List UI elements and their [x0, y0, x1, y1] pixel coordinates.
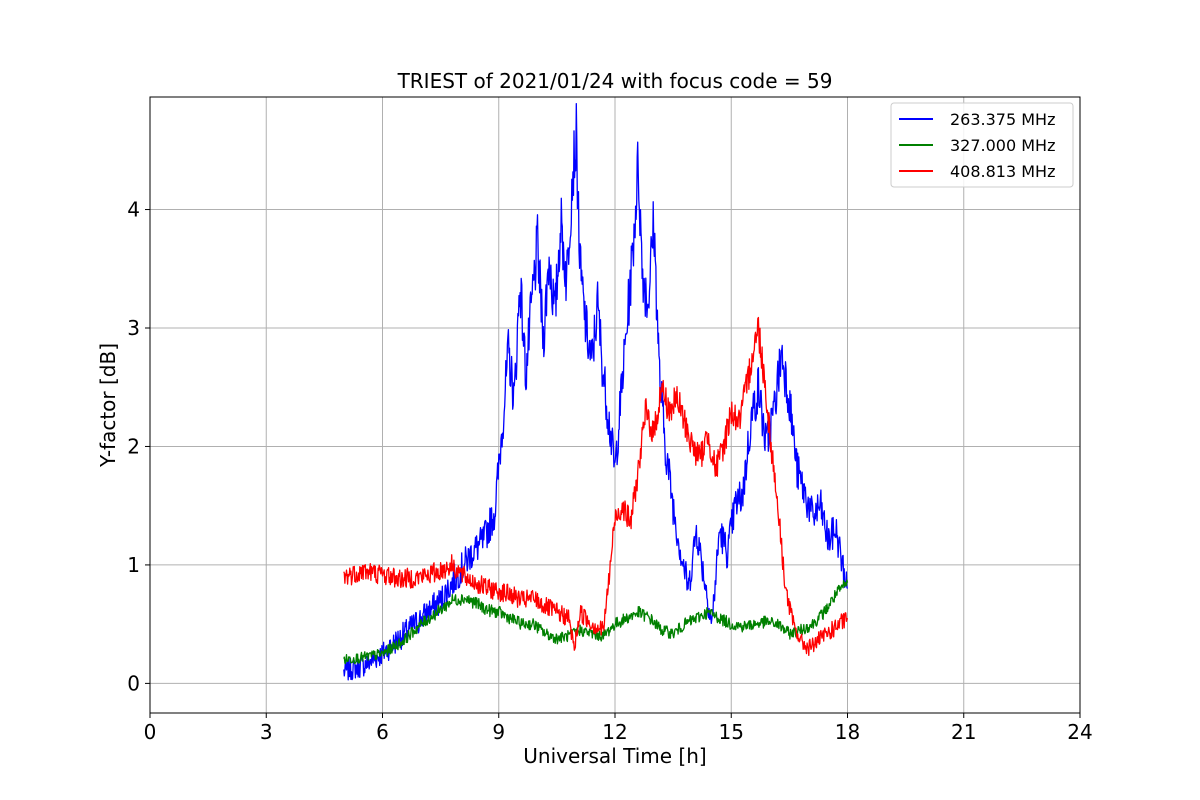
x-tick-label: 15 — [719, 720, 744, 744]
y-tick-label: 2 — [127, 434, 140, 458]
legend-label: 327.000 MHz — [950, 136, 1055, 155]
x-tick-label: 0 — [144, 720, 157, 744]
y-tick-label: 3 — [127, 316, 140, 340]
series-line-2 — [343, 579, 849, 665]
legend-label: 408.813 MHz — [950, 162, 1055, 181]
y-axis: 0 1 2 3 4 — [127, 198, 150, 695]
x-tick-label: 3 — [260, 720, 273, 744]
x-tick-label: 6 — [376, 720, 389, 744]
legend-label: 263.375 MHz — [950, 110, 1055, 129]
x-axis-label: Universal Time [h] — [523, 744, 706, 768]
y-tick-label: 4 — [127, 198, 140, 222]
series-line-3 — [343, 316, 849, 657]
x-tick-label: 12 — [602, 720, 627, 744]
y-axis-label: Y-factor [dB] — [96, 343, 120, 468]
y-tick-label: 1 — [127, 553, 140, 577]
x-tick-label: 9 — [492, 720, 505, 744]
chart-title: TRIEST of 2021/01/24 with focus code = 5… — [397, 69, 833, 93]
series-line-1 — [343, 102, 849, 681]
x-tick-label: 18 — [835, 720, 860, 744]
y-tick-label: 0 — [127, 671, 140, 695]
x-axis: 0 3 6 9 12 15 18 21 24 — [144, 713, 1093, 744]
legend: 263.375 MHz 327.000 MHz 408.813 MHz — [890, 102, 1074, 188]
x-tick-label: 21 — [951, 720, 976, 744]
plot-area — [343, 102, 849, 681]
legend-box — [890, 102, 1074, 188]
x-tick-label: 24 — [1067, 720, 1092, 744]
